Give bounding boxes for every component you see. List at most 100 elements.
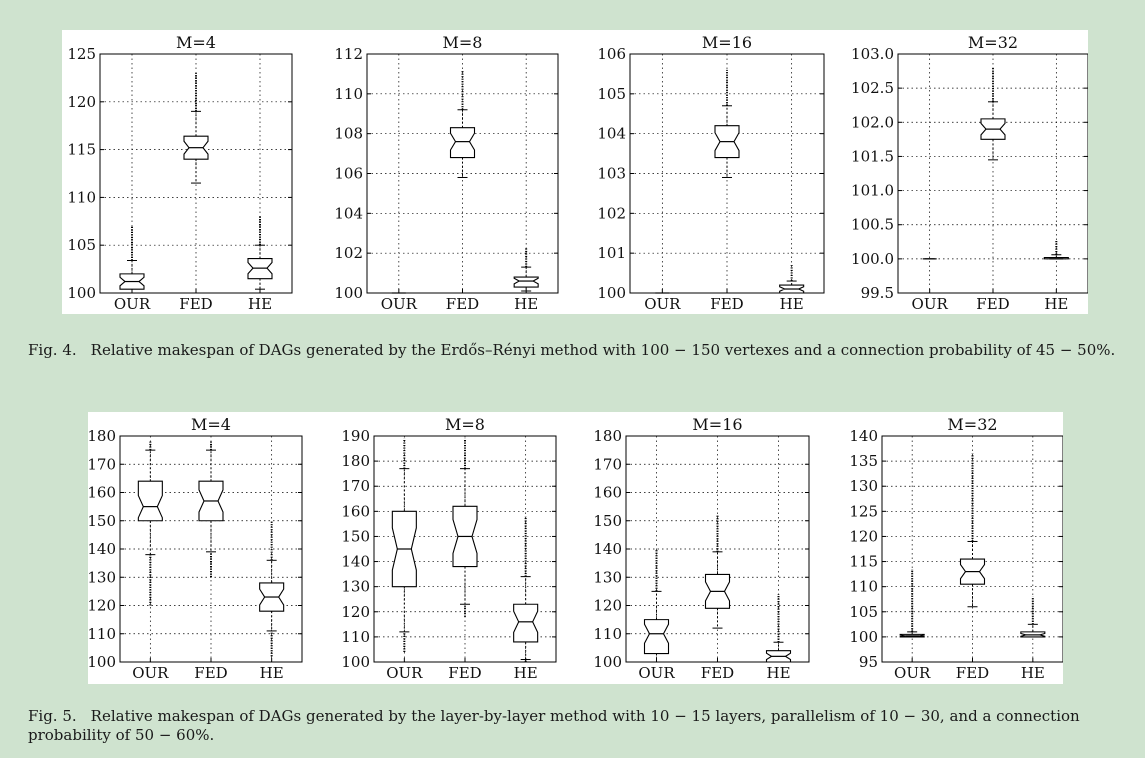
y-tick-label: 100 [597,284,626,302]
y-tick-label: 170 [88,455,116,473]
box-fed [980,67,1006,161]
y-tick-label: 100.0 [851,250,894,268]
x-tick-label: FED [956,664,989,682]
boxplot-chart: M=16 100 101 102 103 104 105 106 OUR FED HE [597,33,825,313]
y-tick-label: 120 [88,597,116,615]
chart-title: M=16 [692,415,742,434]
box-our [119,226,145,294]
figure-4-caption-number: Fig. 4. [28,341,77,359]
y-tick-label: 150 [341,527,370,545]
y-tick-label: 100 [341,653,370,671]
box-he [765,594,792,663]
plot-frame [629,53,825,294]
figure-5-caption-number: Fig. 5. [28,707,77,725]
box-body [513,276,539,288]
figure-5-panel: M=4 100 110 120 130 140 150 160 170 180 OUR FED HE M=… [87,412,1064,684]
y-tick-label: 100 [88,653,116,671]
box-our [137,441,163,606]
y-tick-label: 102.5 [851,79,894,97]
y-tick-label: 115 [849,553,878,571]
y-tick-label: 110 [593,625,622,643]
y-tick-label: 190 [341,427,370,445]
plot-frame [373,435,557,663]
box-he [513,247,539,292]
y-tick-label: 110 [88,625,116,643]
y-tick-label: 99.5 [861,284,894,302]
x-tick-label: FED [976,295,1009,313]
boxplot-chart: M=8 100 102 104 106 108 110 112 OUR FED HE [334,33,559,313]
chart-title: M=16 [702,33,752,52]
y-tick-label: 130 [88,568,116,586]
x-tick-label: FED [448,664,481,682]
boxplot-chart: M=4 100 110 120 130 140 150 160 170 180 OUR FED HE [87,415,303,682]
y-tick-label: 150 [88,512,116,530]
y-tick-label: 112 [334,45,363,63]
chart-title: M=32 [968,33,1018,52]
boxplot-chart: M=32 95 100 105 110 115 120 125 130 135 140 OUR FED H… [849,415,1064,682]
y-tick-label: 160 [593,484,622,502]
x-tick-label: OUR [114,295,151,313]
y-tick-label: 150 [593,512,622,530]
x-tick-label: HE [780,295,804,313]
x-tick-label: FED [446,295,479,313]
box-body [137,480,163,522]
box-fed [704,515,731,629]
x-tick-label: HE [1044,295,1068,313]
y-tick-label: 115 [67,141,96,159]
y-tick-label: 120 [67,93,96,111]
boxplot-chart: M=4 100 105 110 115 120 125 OUR FED HE [67,33,293,313]
plot-frame [366,53,559,294]
y-tick-label: 110 [849,578,878,596]
y-tick-label: 120 [341,603,370,621]
y-tick-label: 106 [597,45,626,63]
y-tick-label: 103.0 [851,45,894,63]
chart-title: M=8 [443,33,483,52]
x-tick-label: HE [1021,664,1045,682]
y-tick-label: 160 [88,484,116,502]
y-tick-label: 108 [334,125,363,143]
x-tick-label: OUR [132,664,169,682]
y-tick-label: 180 [88,427,116,445]
figure-4-panel: M=4 100 105 110 115 120 125 OUR FED HE M=8 100 102 10… [62,30,1089,314]
y-tick-label: 110 [67,188,96,206]
y-tick-label: 160 [341,502,370,520]
x-tick-label: HE [260,664,284,682]
y-tick-label: 103 [597,165,626,183]
box-he [259,520,285,657]
y-tick-label: 170 [593,455,622,473]
box-fed [198,441,224,578]
figure-5-caption-text: Relative makespan of DAGs generated by t… [28,707,1080,744]
y-tick-label: 120 [849,527,878,545]
y-tick-label: 180 [341,452,370,470]
y-tick-label: 104 [334,204,363,222]
figure-4-caption-text: Relative makespan of DAGs generated by t… [90,341,1116,359]
y-tick-label: 140 [849,427,878,445]
y-tick-label: 130 [593,568,622,586]
y-tick-label: 101.0 [851,182,894,200]
box-fed [452,438,478,617]
y-tick-label: 101.5 [851,147,894,165]
y-tick-label: 140 [593,540,622,558]
box-body [643,619,670,655]
x-tick-label: OUR [644,295,681,313]
y-tick-label: 130 [849,477,878,495]
y-tick-label: 105 [67,236,96,254]
plot-frame [99,53,293,294]
y-tick-label: 104 [597,125,626,143]
y-tick-label: 140 [341,553,370,571]
box-our [643,549,670,663]
x-tick-label: HE [766,664,790,682]
y-tick-label: 100 [849,628,878,646]
box-fed [959,453,986,608]
y-tick-label: 101 [597,244,626,262]
y-tick-label: 135 [849,452,878,470]
x-tick-label: FED [194,664,227,682]
y-tick-label: 95 [859,653,878,671]
y-tick-label: 106 [334,165,363,183]
box-he [779,265,805,294]
box-he [1020,596,1046,638]
chart-title: M=32 [947,415,997,434]
chart-title: M=4 [176,33,216,52]
x-tick-label: OUR [638,664,675,682]
